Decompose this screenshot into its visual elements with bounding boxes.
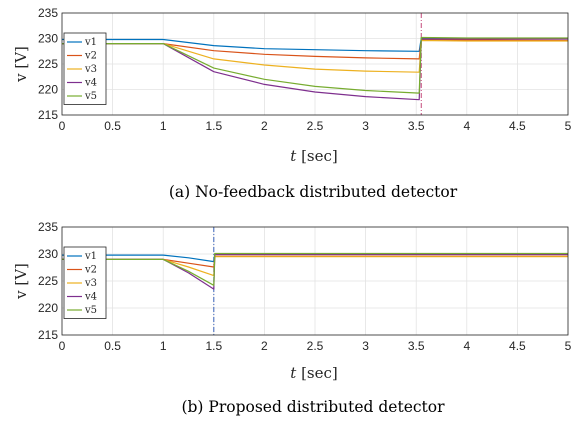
x-axis-unit-b: [sec]: [301, 364, 338, 382]
y-tick-label: 230: [38, 247, 58, 261]
y-tick-label: 220: [38, 301, 58, 315]
x-axis-var-b: t: [290, 364, 297, 382]
x-tick-label: 3: [362, 119, 369, 133]
y-tick-label: 220: [38, 83, 58, 97]
caption-b: (b) Proposed distributed detector: [181, 398, 445, 416]
y-tick-labels-a: 215 220 225 230 235: [38, 6, 58, 122]
legend-label-v3: v3: [84, 278, 97, 289]
x-tick-label: 1: [160, 339, 167, 353]
legend-label-v1: v1: [84, 251, 97, 262]
series-lines-a: [62, 36, 569, 101]
y-tick-label: 235: [38, 220, 58, 234]
x-tick-label: 2: [261, 339, 268, 353]
x-tick-label: 5: [565, 339, 571, 353]
legend-label-v2: v2: [84, 51, 97, 62]
legend-label-v4: v4: [84, 78, 97, 89]
legend-label-v5: v5: [84, 91, 97, 102]
y-tick-label: 215: [38, 108, 58, 122]
y-axis-label-a: v [V]: [12, 46, 30, 83]
chart-panel-a: 0 0.5 1 1.5 2 2.5 3 3.5 4 4.5 5 215 220 225 230 235 v …: [12, 6, 571, 201]
y-tick-label: 230: [38, 32, 58, 46]
legend-b: v1 v2 v3 v4 v5: [63, 246, 107, 319]
x-tick-label: 4: [463, 119, 470, 133]
y-tick-labels-b: 215 220 225 230 235: [38, 220, 58, 342]
x-tick-label: 4.5: [509, 339, 526, 353]
x-tick-label: 2: [261, 119, 268, 133]
x-tick-label: 0: [59, 339, 66, 353]
y-axis-label-b: v [V]: [12, 263, 30, 300]
caption-a: (a) No-feedback distributed detector: [169, 183, 458, 201]
series-lines-b: [62, 252, 568, 290]
x-tick-label: 3.5: [408, 119, 425, 133]
series-line-v3: [62, 39, 568, 73]
series-line-v4: [62, 38, 568, 101]
legend-a: v1 v2 v3 v4 v5: [63, 32, 107, 105]
x-tick-labels-a: 0 0.5 1 1.5 2 2.5 3 3.5 4 4.5 5: [59, 119, 571, 133]
x-tick-label: 4.5: [509, 119, 526, 133]
x-axis-unit-a: [sec]: [301, 147, 338, 165]
legend-label-v5: v5: [84, 305, 97, 316]
y-tick-label: 235: [38, 6, 58, 20]
x-tick-label: 2.5: [307, 339, 324, 353]
x-tick-label: 0: [59, 119, 66, 133]
legend-label-v2: v2: [84, 265, 97, 276]
x-tick-label: 0.5: [104, 339, 121, 353]
chart-panel-b: 0 0.5 1 1.5 2 2.5 3 3.5 4 4.5 5 215 220 225 230 235 v …: [12, 220, 571, 416]
y-tick-label: 225: [38, 274, 58, 288]
x-tick-label: 3.5: [408, 339, 425, 353]
x-tick-label: 2.5: [307, 119, 324, 133]
legend-label-v4: v4: [84, 292, 97, 303]
x-axis-var-a: t: [290, 147, 297, 165]
x-tick-label: 4: [463, 339, 470, 353]
series-line-v5: [62, 252, 568, 286]
y-tick-label: 225: [38, 57, 58, 71]
x-tick-labels-b: 0 0.5 1 1.5 2 2.5 3 3.5 4 4.5 5: [59, 339, 571, 353]
x-axis-label-b: t [sec]: [290, 364, 338, 382]
legend-label-v1: v1: [84, 37, 97, 48]
legend-label-v3: v3: [84, 64, 97, 75]
x-tick-label: 0.5: [104, 119, 121, 133]
series-line-v2: [62, 38, 569, 60]
x-axis-label-a: t [sec]: [290, 147, 338, 165]
x-tick-label: 1: [160, 119, 167, 133]
y-tick-label: 215: [38, 328, 58, 342]
x-tick-label: 3: [362, 339, 369, 353]
x-tick-label: 1.5: [205, 339, 222, 353]
axes-box-b: [61, 226, 569, 336]
x-tick-label: 5: [565, 119, 571, 133]
series-line-v5: [62, 36, 568, 94]
x-tick-label: 1.5: [205, 119, 222, 133]
axes-box-a: [61, 12, 569, 116]
